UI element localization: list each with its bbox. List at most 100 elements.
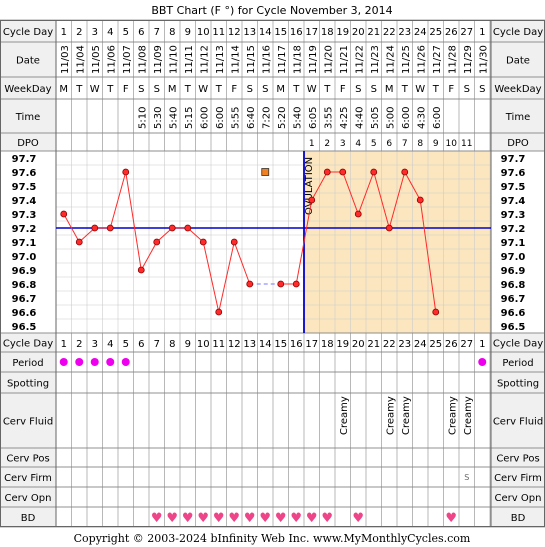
row-label-bg-left: [0, 448, 56, 467]
temperature-point: [122, 168, 130, 176]
period-dot: [75, 358, 84, 366]
cerv-fluid-cell: Creamy: [447, 396, 458, 435]
cycle-day-cell-bottom: 15: [274, 339, 287, 350]
cycle-day-cell: 16: [290, 27, 303, 38]
y-tick-label-right: 96.9: [501, 266, 526, 277]
cycle-day-cell: 7: [154, 27, 160, 38]
weekday-cell: W: [198, 84, 208, 95]
cerv-fluid-cell: Creamy: [463, 396, 474, 435]
weekday-cell: S: [154, 84, 160, 95]
y-tick-label-left: 97.1: [12, 238, 37, 249]
row-label-cerv_opn-right: Cerv Opn: [495, 493, 542, 504]
row-label-date-right: Date: [506, 56, 530, 67]
row-label-bg-right: [491, 372, 545, 393]
row-label-bg-left: [0, 99, 56, 133]
page-title: BBT Chart (F °) for Cycle November 3, 20…: [151, 4, 392, 17]
row-label-cerv_fluid: Cerv Fluid: [3, 417, 53, 428]
time-cell: 5:15: [184, 107, 195, 129]
period-dot: [59, 358, 68, 366]
date-cell: 11/20: [323, 45, 334, 74]
row-label-bg-left: [0, 372, 56, 393]
cerv-fluid-cell: Creamy: [401, 396, 412, 435]
bd-heart-icon: ♥: [306, 511, 318, 526]
cycle-day-cell: 22: [383, 27, 396, 38]
row-label-weekday: WeekDay: [4, 84, 51, 95]
date-cell: 11/04: [75, 45, 86, 74]
row-label-bd-right: BD: [511, 513, 526, 524]
date-cell: 11/28: [447, 45, 458, 74]
temperature-point: [91, 224, 99, 232]
cycle-day-cell-bottom: 8: [169, 339, 175, 350]
y-tick-label-left: 96.5: [12, 322, 37, 333]
y-tick-label-left: 97.4: [12, 196, 37, 207]
time-cell: 6:40: [246, 107, 257, 129]
weekday-cell: F: [123, 84, 129, 95]
y-tick-label-right: 97.3: [501, 210, 526, 221]
temperature-point: [153, 238, 161, 246]
weekday-cell: T: [215, 84, 223, 95]
cycle-day-cell-bottom: 18: [321, 339, 334, 350]
cycle-day-cell: 19: [336, 27, 349, 38]
date-cell: 11/22: [354, 45, 365, 74]
y-tick-label-left: 96.9: [12, 266, 37, 277]
temperature-point: [432, 308, 440, 316]
date-cell: 11/09: [153, 45, 164, 74]
time-cell: 6:00: [199, 107, 210, 129]
date-cell: 11/03: [60, 45, 71, 74]
weekday-cell: M: [59, 84, 68, 95]
cycle-day-cell: 15: [274, 27, 287, 38]
time-cell: 5:00: [385, 107, 396, 129]
cycle-day-cell-bottom: 10: [197, 339, 210, 350]
dpo-cell: 5: [371, 139, 377, 149]
cycle-day-cell-bottom: 25: [429, 339, 442, 350]
row-label-cycle_day: Cycle Day: [3, 339, 53, 350]
dpo-cell: 7: [402, 139, 408, 149]
cycle-day-cell: 21: [367, 27, 380, 38]
row-label-cycle_day: Cycle Day: [3, 27, 53, 38]
cycle-day-cell: 1: [61, 27, 67, 38]
row-label-bg-left: [0, 20, 56, 42]
weekday-cell: T: [292, 84, 300, 95]
weekday-cell: T: [184, 84, 192, 95]
weekday-cell: F: [448, 84, 454, 95]
weekday-cell: S: [371, 84, 377, 95]
temperature-point: [60, 210, 68, 218]
period-dot: [90, 358, 99, 366]
y-axis-left-bg: [0, 151, 56, 333]
cycle-day-cell-bottom: 12: [228, 339, 241, 350]
cycle-day-cell: 2: [76, 27, 82, 38]
row-label-bg-left: [0, 77, 56, 99]
row-label-dpo-right: DPO: [507, 138, 529, 149]
temperature-point: [199, 238, 207, 246]
date-cell: 11/12: [199, 45, 210, 74]
dpo-cell: 8: [417, 139, 423, 149]
row-label-bg-right: [491, 393, 545, 448]
weekday-cell: T: [75, 84, 83, 95]
y-tick-label-right: 97.5: [501, 182, 526, 193]
row-label-bg-right: [491, 20, 545, 42]
row-label-bg-left: [0, 487, 56, 507]
cycle-day-cell-bottom: 13: [243, 339, 256, 350]
date-cell: 11/13: [215, 45, 226, 74]
row-label-bg-right: [491, 133, 545, 151]
y-tick-label-right: 96.5: [501, 322, 526, 333]
row-label-bg-right: [491, 487, 545, 507]
y-tick-label-right: 97.7: [501, 154, 526, 165]
row-label-bg-right: [491, 467, 545, 487]
weekday-cell: T: [106, 84, 114, 95]
weekday-cell: M: [385, 84, 394, 95]
cycle-day-cell: 13: [243, 27, 256, 38]
dpo-cell: 6: [386, 139, 392, 149]
row-label-period-right: Period: [502, 358, 533, 369]
date-cell: 11/26: [416, 45, 427, 74]
y-tick-label-right: 97.1: [501, 238, 526, 249]
temperature-point: [168, 224, 176, 232]
cycle-day-cell: 14: [259, 27, 272, 38]
date-cell: 11/27: [432, 45, 443, 74]
cycle-day-cell-bottom: 24: [414, 339, 427, 350]
weekday-cell: W: [307, 84, 317, 95]
date-cell: 11/24: [385, 45, 396, 74]
cycle-day-cell-bottom: 3: [92, 339, 98, 350]
row-label-cycle_day-right: Cycle Day: [493, 339, 543, 350]
